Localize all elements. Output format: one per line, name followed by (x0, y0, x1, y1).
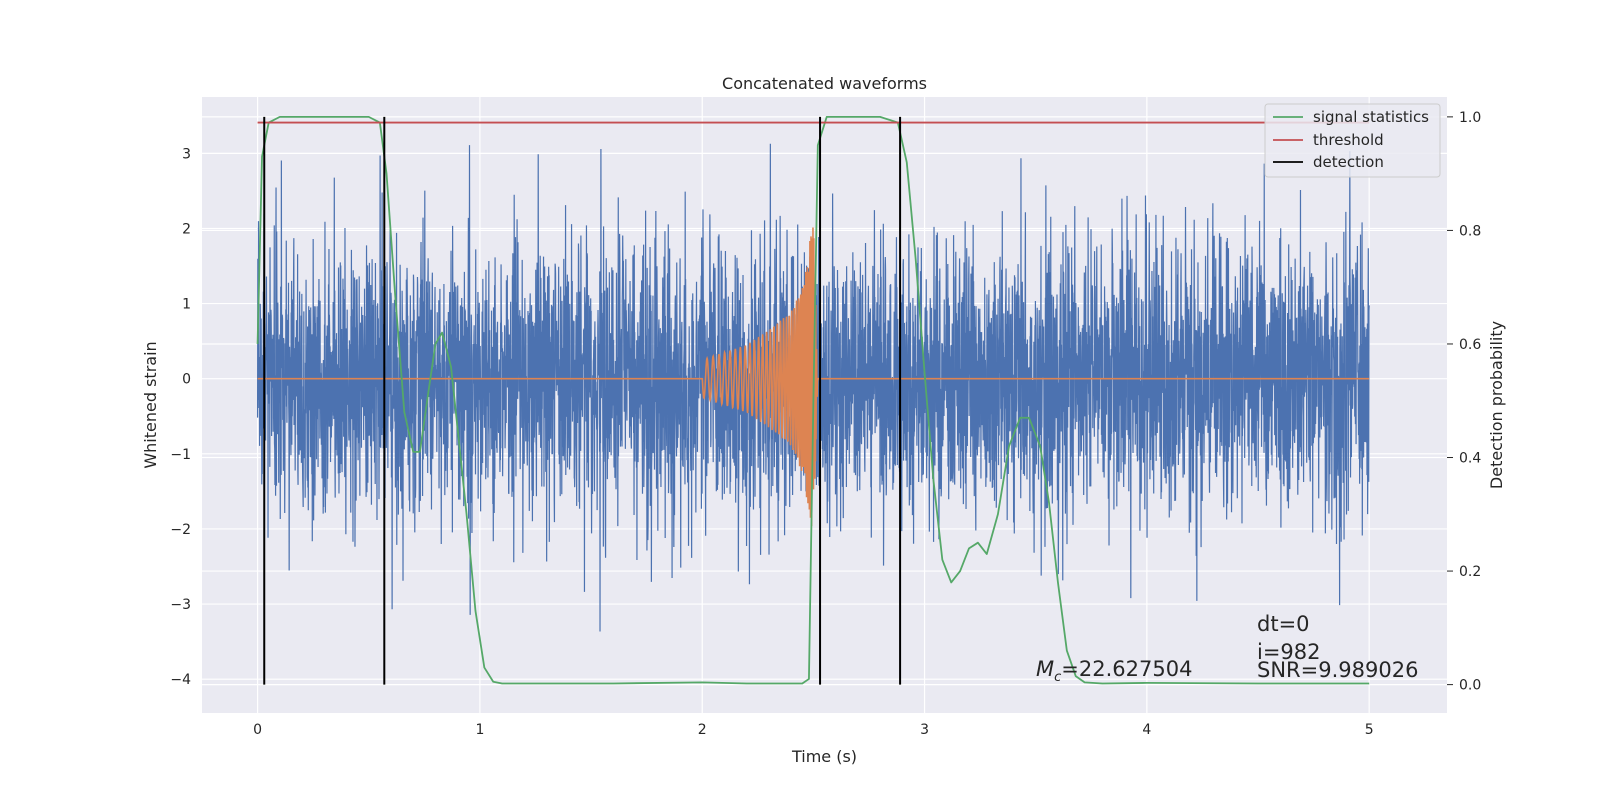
y-tick-label: 3 (182, 146, 191, 162)
legend-box (1264, 103, 1441, 178)
annotation-dt: dt=0 (1257, 612, 1310, 636)
y-axis-title: Whitened strain (141, 341, 160, 468)
x-tick-label: 1 (475, 722, 484, 738)
y2-tick-label: 0.6 (1459, 337, 1481, 353)
y-tick-label: −2 (170, 522, 191, 538)
legend: signal statistics threshold detection (1264, 103, 1441, 178)
ticks: 0 1 2 3 4 5 −4 −3 −2 −1 0 1 2 3 0.0 0.2 0.4 0.6 0.8 1.0 (170, 110, 1481, 738)
y2-tick-label: 1.0 (1459, 110, 1481, 126)
chart-title: Concatenated waveforms (722, 74, 927, 93)
x-axis-title: Time (s) (791, 747, 857, 766)
x-tick-label: 3 (920, 722, 929, 738)
y2-tick-label: 0.8 (1459, 223, 1481, 239)
series-layer (256, 115, 1370, 685)
x-tick-label: 4 (1142, 722, 1151, 738)
y-tick-label: −1 (170, 447, 191, 463)
y2-tick-label: 0.2 (1459, 564, 1481, 580)
series-signal-statistics-line (256, 115, 1370, 685)
annotation-snr: SNR=9.989026 (1257, 658, 1418, 682)
y-tick-label: −4 (170, 672, 191, 688)
y2-tick-label: 0.0 (1459, 678, 1481, 694)
y-tick-label: 1 (182, 297, 191, 313)
annotation-mc-symbol: M (1036, 657, 1054, 681)
annotation-i: i=982 (1257, 640, 1321, 664)
x-tick-label: 2 (698, 722, 707, 738)
y2-axis-title: Detection probability (1487, 321, 1506, 489)
legend-label-threshold: threshold (1313, 131, 1384, 149)
y-tick-label: −3 (170, 597, 191, 613)
x-tick-label: 5 (1365, 722, 1374, 738)
annotation-mc-sub: c (1054, 670, 1061, 685)
x-tick-label: 0 (253, 722, 262, 738)
annotation-mc-value: =22.627504 (1061, 657, 1192, 681)
y-tick-label: 2 (182, 221, 191, 237)
y-tick-label: 0 (182, 372, 191, 388)
legend-label-signal-statistics: signal statistics (1313, 108, 1429, 126)
legend-label-detection: detection (1313, 153, 1384, 171)
y2-tick-label: 0.4 (1459, 451, 1481, 467)
annotation-mc: Mc=22.627504 (1036, 657, 1192, 685)
